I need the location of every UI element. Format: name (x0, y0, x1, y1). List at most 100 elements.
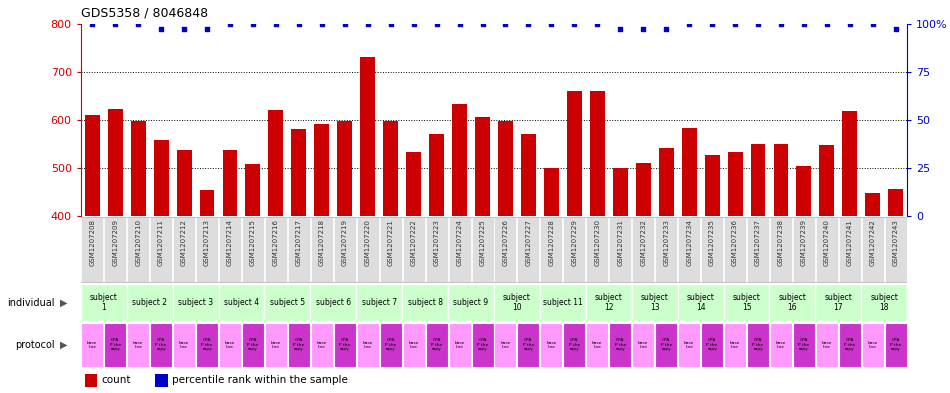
Bar (429, 134, 444, 216)
Text: base
line: base line (454, 341, 465, 349)
FancyBboxPatch shape (862, 284, 907, 321)
Bar (107, 109, 123, 216)
Text: GSM1207239: GSM1207239 (801, 219, 807, 266)
Point (130, 20, 145, 27)
Text: base
line: base line (730, 341, 740, 349)
FancyBboxPatch shape (380, 217, 402, 282)
Text: subject 8: subject 8 (408, 298, 443, 307)
FancyBboxPatch shape (265, 217, 287, 282)
FancyBboxPatch shape (127, 217, 149, 282)
Text: subject 2: subject 2 (132, 298, 167, 307)
FancyBboxPatch shape (104, 217, 126, 282)
FancyBboxPatch shape (518, 323, 540, 367)
FancyBboxPatch shape (403, 323, 425, 367)
Point (200, 26, 215, 33)
FancyBboxPatch shape (150, 323, 172, 367)
FancyBboxPatch shape (816, 217, 838, 282)
Bar (865, 193, 881, 216)
Text: base
line: base line (501, 341, 511, 349)
Text: subject
10: subject 10 (503, 293, 531, 312)
FancyBboxPatch shape (81, 217, 104, 282)
Text: CPA
P the
rapy: CPA P the rapy (569, 338, 580, 351)
Text: GSM1207212: GSM1207212 (181, 219, 187, 266)
FancyBboxPatch shape (494, 323, 517, 367)
Point (337, 20, 352, 27)
Bar (155, 374, 167, 387)
Text: GSM1207243: GSM1207243 (893, 219, 899, 266)
Text: GDS5358 / 8046848: GDS5358 / 8046848 (81, 7, 208, 20)
FancyBboxPatch shape (173, 323, 195, 367)
FancyBboxPatch shape (724, 217, 746, 282)
Text: subject 4: subject 4 (224, 298, 259, 307)
FancyBboxPatch shape (81, 284, 126, 321)
FancyBboxPatch shape (426, 217, 447, 282)
FancyBboxPatch shape (862, 323, 884, 367)
Text: CPA
P the
rapy: CPA P the rapy (294, 338, 305, 351)
FancyBboxPatch shape (563, 323, 585, 367)
FancyBboxPatch shape (884, 217, 907, 282)
FancyBboxPatch shape (448, 284, 494, 321)
Bar (85, 115, 100, 216)
Point (177, 26, 192, 33)
FancyBboxPatch shape (724, 323, 746, 367)
FancyBboxPatch shape (770, 284, 815, 321)
Bar (705, 154, 719, 216)
Text: GSM1207217: GSM1207217 (295, 219, 302, 266)
Text: base
line: base line (87, 341, 98, 349)
Text: CPA
P the
rapy: CPA P the rapy (477, 338, 488, 351)
Bar (521, 134, 536, 216)
FancyBboxPatch shape (311, 217, 332, 282)
Point (705, 20, 720, 27)
Text: base
line: base line (408, 341, 419, 349)
Bar (245, 164, 260, 216)
Text: CPA
P the
rapy: CPA P the rapy (707, 338, 718, 351)
FancyBboxPatch shape (747, 217, 770, 282)
Text: CPA
P the
rapy: CPA P the rapy (156, 338, 167, 351)
FancyBboxPatch shape (884, 323, 907, 367)
FancyBboxPatch shape (656, 323, 677, 367)
FancyBboxPatch shape (81, 323, 104, 367)
Point (567, 20, 582, 27)
Text: subject
14: subject 14 (687, 293, 714, 312)
Text: subject 5: subject 5 (270, 298, 305, 307)
Text: subject 3: subject 3 (178, 298, 213, 307)
Point (452, 20, 467, 27)
Text: base
line: base line (546, 341, 557, 349)
FancyBboxPatch shape (426, 323, 447, 367)
Text: subject
15: subject 15 (732, 293, 761, 312)
FancyBboxPatch shape (770, 217, 792, 282)
Text: CPA
P the
rapy: CPA P the rapy (201, 338, 213, 351)
Text: ▶: ▶ (60, 298, 67, 308)
Text: CPA
P the
rapy: CPA P the rapy (109, 338, 121, 351)
Text: subject 7: subject 7 (362, 298, 397, 307)
Text: GSM1207223: GSM1207223 (433, 219, 440, 266)
FancyBboxPatch shape (586, 217, 608, 282)
Text: base
line: base line (316, 341, 327, 349)
Bar (475, 118, 490, 216)
FancyBboxPatch shape (380, 323, 402, 367)
FancyBboxPatch shape (471, 323, 494, 367)
Text: subject 6: subject 6 (315, 298, 351, 307)
FancyBboxPatch shape (242, 323, 264, 367)
Bar (728, 152, 743, 216)
FancyBboxPatch shape (471, 217, 494, 282)
Point (245, 20, 260, 27)
FancyBboxPatch shape (862, 217, 884, 282)
Text: CPA
P the
rapy: CPA P the rapy (522, 338, 534, 351)
Text: subject 9: subject 9 (453, 298, 488, 307)
Bar (590, 91, 605, 216)
Point (406, 20, 421, 27)
Point (888, 26, 903, 33)
Point (154, 26, 169, 33)
Text: GSM1207214: GSM1207214 (227, 219, 233, 266)
FancyBboxPatch shape (677, 284, 724, 321)
Text: GSM1207222: GSM1207222 (410, 219, 417, 266)
Bar (820, 145, 834, 216)
FancyBboxPatch shape (127, 323, 149, 367)
FancyBboxPatch shape (540, 284, 586, 321)
Text: base
line: base line (822, 341, 832, 349)
Text: GSM1207240: GSM1207240 (824, 219, 830, 266)
FancyBboxPatch shape (104, 323, 126, 367)
FancyBboxPatch shape (678, 217, 700, 282)
Point (590, 20, 605, 27)
